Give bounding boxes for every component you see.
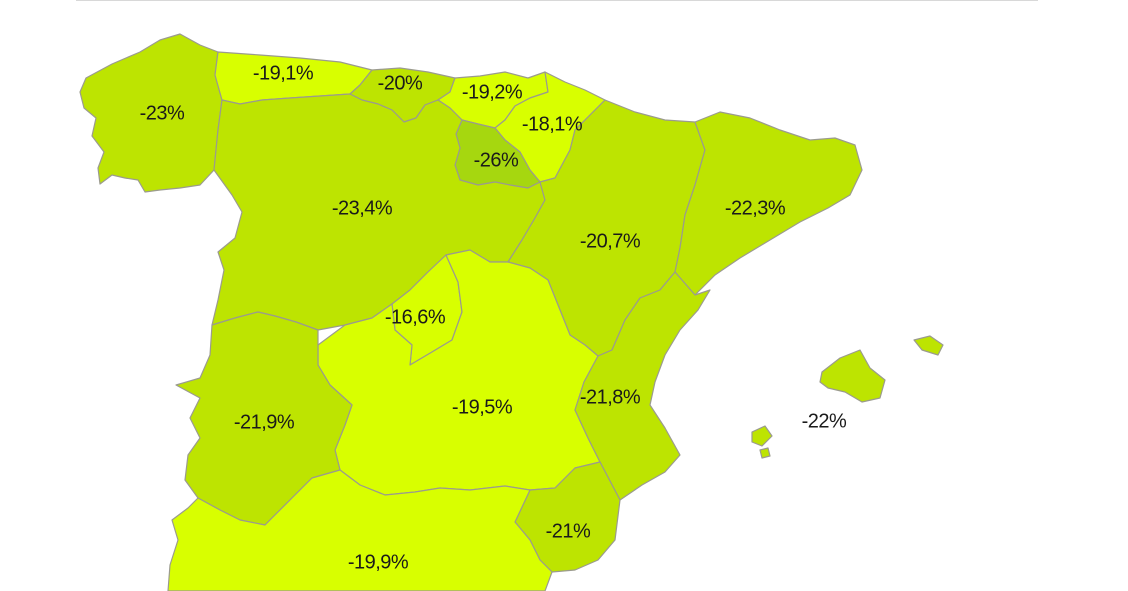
- label-madrid: -16,6%: [385, 306, 446, 328]
- region-galicia: [79, 33, 223, 193]
- top-divider: [76, 0, 1038, 1]
- label-castilla-la-mancha: -19,5%: [452, 396, 513, 418]
- label-galicia: -23%: [140, 102, 185, 124]
- region-comunidad-valenciana: [574, 271, 711, 501]
- label-comunidad-valenciana: -21,8%: [580, 386, 641, 408]
- label-castilla-y-leon: -23,4%: [332, 197, 393, 219]
- region-andalucia: [167, 469, 553, 591]
- region-baleares: [751, 335, 944, 459]
- label-cataluna: -22,3%: [725, 197, 786, 219]
- label-andalucia: -19,9%: [348, 551, 409, 573]
- label-baleares: -22%: [802, 410, 847, 432]
- label-asturias: -19,1%: [253, 62, 314, 84]
- label-murcia: -21%: [546, 520, 591, 542]
- label-la-rioja: -26%: [474, 149, 519, 171]
- label-extremadura: -21,9%: [234, 411, 295, 433]
- label-navarra: -18,1%: [522, 113, 583, 135]
- region-cataluna: [674, 111, 863, 296]
- label-cantabria: -20%: [378, 72, 423, 94]
- label-aragon: -20,7%: [580, 230, 641, 252]
- label-pais-vasco: -19,2%: [462, 81, 523, 103]
